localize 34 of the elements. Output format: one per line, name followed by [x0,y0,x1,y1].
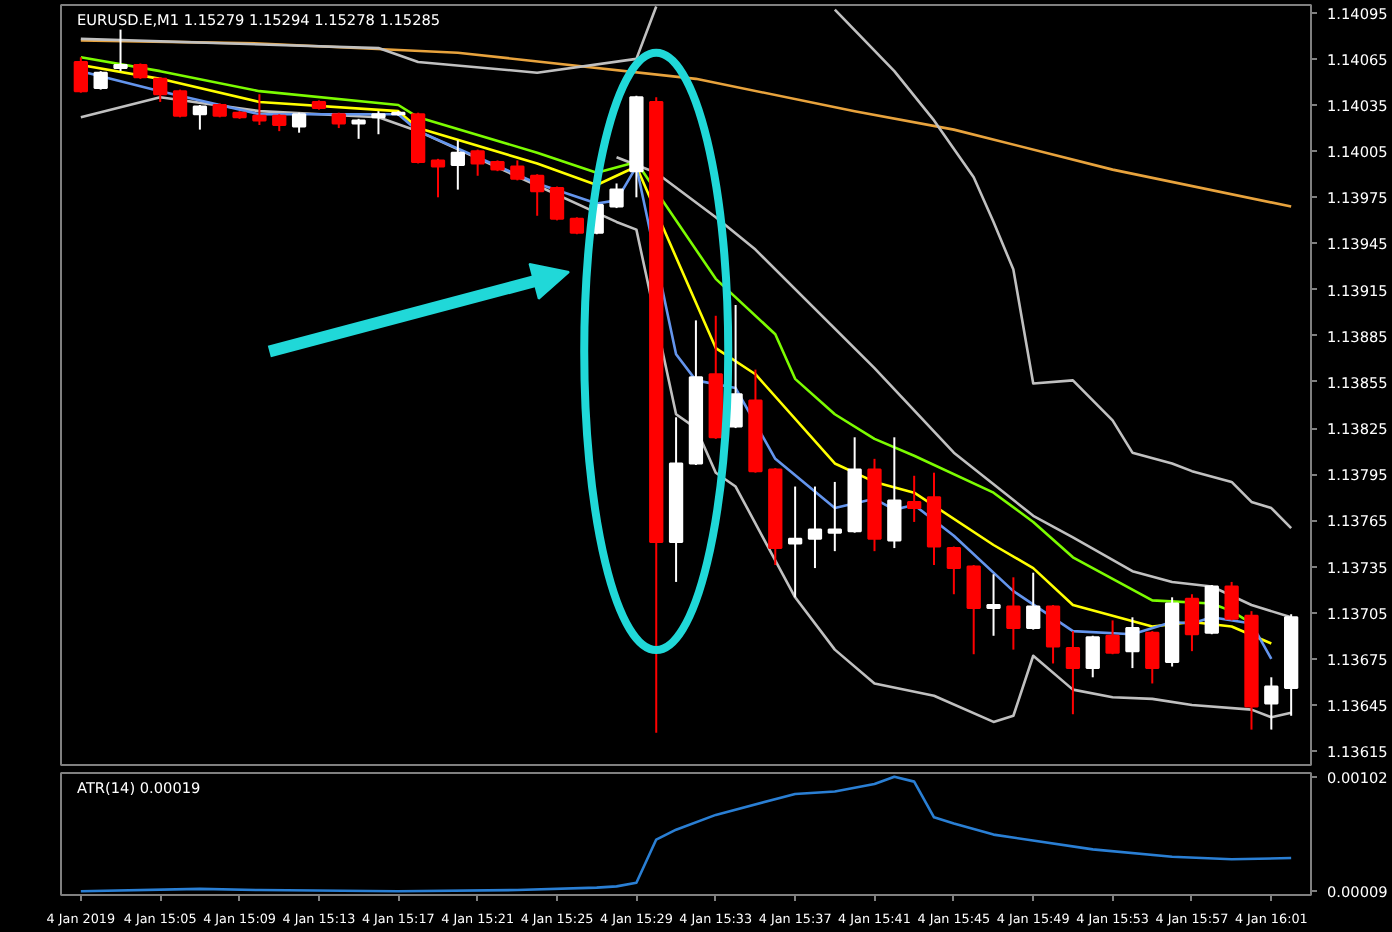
candlestick [1145,630,1160,685]
candlestick [1105,619,1120,656]
candlestick [966,564,981,656]
candlestick [946,545,962,596]
candlestick [1264,676,1279,731]
line-series [79,775,1293,893]
candlestick [371,110,386,136]
candlestick [907,474,922,523]
candlestick [807,485,823,570]
candlestick [470,148,485,177]
candlestick [827,480,842,553]
candlestick [1026,571,1041,631]
candlestick [73,56,88,94]
line-series [79,39,1293,208]
candlestick [1085,634,1100,679]
candlestick [450,139,465,191]
candlestick [252,93,267,126]
candlestick [787,485,803,599]
candlestick [1224,580,1239,622]
candlestick [192,104,208,131]
candlestick [1045,604,1061,665]
candlestick [609,182,624,210]
candlestick [93,70,108,91]
candlestick [113,28,128,73]
candlestick [530,173,545,217]
candlestick [1125,616,1140,670]
candlestick [887,436,902,550]
candlestick [1006,576,1021,651]
candlestick [1204,584,1219,636]
candlestick [430,157,446,199]
candlestick [153,76,168,103]
candlestick [1065,630,1081,716]
candlestick [986,573,1001,637]
candlestick [1184,593,1200,653]
